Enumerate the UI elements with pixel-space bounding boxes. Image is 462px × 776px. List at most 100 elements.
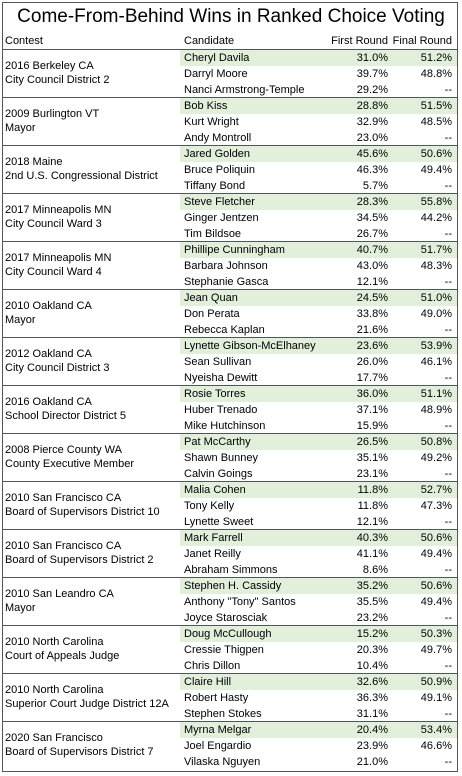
candidate: Chris Dillon — [184, 660, 241, 672]
candidate: Tony Kelly — [184, 500, 235, 512]
first-round: 26.7% — [356, 228, 388, 240]
candidate: Malia Cohen — [184, 484, 246, 496]
final-round: -- — [444, 228, 452, 240]
first-round: 23.0% — [356, 132, 388, 144]
group-rule — [2, 337, 458, 338]
candidate: Shawn Bunney — [184, 452, 258, 464]
final-round: -- — [444, 276, 452, 288]
first-round: 21.0% — [356, 756, 388, 768]
contest-label: 2020 San Francisco — [5, 732, 103, 744]
contest-label: City Council Ward 3 — [5, 218, 102, 230]
final-round: 49.4% — [420, 548, 452, 560]
column-header: Final Round — [392, 35, 452, 47]
candidate: Vilaska Nguyen — [184, 756, 261, 768]
final-round: -- — [444, 132, 452, 144]
first-round: 23.6% — [356, 340, 388, 352]
contest-label: Board of Supervisors District 7 — [5, 746, 154, 758]
group-rule — [2, 97, 458, 98]
header-rule — [2, 49, 458, 50]
first-round: 8.6% — [362, 564, 388, 576]
final-round: 46.6% — [420, 740, 452, 752]
first-round: 35.1% — [356, 452, 388, 464]
final-round: 46.1% — [420, 356, 452, 368]
first-round: 35.2% — [356, 580, 388, 592]
group-rule — [2, 145, 458, 146]
group-rule — [2, 673, 458, 674]
final-round: 53.4% — [420, 724, 452, 736]
final-round: -- — [444, 756, 452, 768]
first-round: 36.3% — [356, 692, 388, 704]
final-round: -- — [444, 180, 452, 192]
candidate: Anthony "Tony" Santos — [184, 596, 296, 608]
candidate: Tiffany Bond — [184, 180, 246, 192]
candidate: Cheryl Davila — [184, 52, 250, 64]
final-round: 50.6% — [420, 148, 452, 160]
final-round: 49.0% — [420, 308, 452, 320]
candidate: Jared Golden — [184, 148, 251, 160]
candidate: Robert Hasty — [184, 692, 249, 704]
first-round: 31.0% — [356, 52, 388, 64]
winner-highlight — [180, 338, 457, 354]
first-round: 17.7% — [356, 372, 388, 384]
candidate: Kurt Wright — [184, 116, 239, 128]
candidate: Janet Reilly — [184, 548, 241, 560]
candidate: Jean Quan — [184, 292, 238, 304]
final-round: 50.6% — [420, 580, 452, 592]
contest-label: 2010 San Francisco CA — [5, 540, 122, 552]
contest-label: Mayor — [5, 602, 36, 614]
final-round: 51.0% — [420, 292, 452, 304]
first-round: 35.5% — [356, 596, 388, 608]
winner-highlight — [180, 242, 457, 258]
contest-label: Board of Supervisors District 10 — [5, 506, 160, 518]
final-round: 50.8% — [420, 436, 452, 448]
first-round: 28.8% — [356, 100, 388, 112]
first-round: 11.8% — [357, 484, 388, 496]
contest-label: 2010 San Leandro CA — [5, 588, 114, 600]
group-rule — [2, 481, 458, 482]
table-frame — [2, 2, 458, 772]
contest-label: 2009 Burlington VT — [5, 108, 100, 120]
first-round: 26.5% — [356, 436, 388, 448]
first-round: 11.8% — [357, 500, 388, 512]
group-rule — [2, 433, 458, 434]
first-round: 34.5% — [356, 212, 388, 224]
group-rule — [2, 289, 458, 290]
contest-label: 2010 North Carolina — [5, 684, 104, 696]
candidate: Nanci Armstrong-Temple — [184, 84, 305, 96]
candidate: Abraham Simmons — [184, 564, 278, 576]
contest-label: 2016 Berkeley CA — [5, 60, 94, 72]
candidate: Lynette Gibson-McElhaney — [184, 340, 316, 352]
final-round: -- — [444, 564, 452, 576]
contest-label: 2017 Minneapolis MN — [5, 252, 112, 264]
candidate: Mark Farrell — [184, 532, 243, 544]
winner-highlight — [180, 146, 457, 162]
final-round: 44.2% — [420, 212, 452, 224]
candidate: Bruce Poliquin — [184, 164, 255, 176]
final-round: 51.1% — [420, 388, 452, 400]
first-round: 32.6% — [356, 676, 388, 688]
contest-label: 2008 Pierce County WA — [5, 444, 122, 456]
group-rule — [2, 385, 458, 386]
group-rule — [2, 193, 458, 194]
candidate: Nyeisha Dewitt — [184, 372, 258, 384]
final-round: -- — [444, 708, 452, 720]
candidate: Calvin Goings — [184, 468, 253, 480]
first-round: 40.3% — [356, 532, 388, 544]
final-round: 48.8% — [420, 68, 452, 80]
first-round: 41.1% — [356, 548, 388, 560]
contest-label: City Council District 3 — [5, 362, 110, 374]
winner-highlight — [180, 386, 457, 402]
winner-highlight — [180, 434, 457, 450]
contest-label: School Director District 5 — [5, 410, 127, 422]
final-round: 50.3% — [420, 628, 452, 640]
contest-label: Mayor — [5, 122, 36, 134]
first-round: 10.4% — [356, 660, 388, 672]
final-round: -- — [444, 372, 452, 384]
first-round: 28.3% — [356, 196, 388, 208]
contest-label: City Council District 2 — [5, 74, 110, 86]
first-round: 36.0% — [356, 388, 388, 400]
contest-label: 2012 Oakland CA — [5, 348, 92, 360]
winner-highlight — [180, 290, 457, 306]
first-round: 12.1% — [356, 516, 388, 528]
